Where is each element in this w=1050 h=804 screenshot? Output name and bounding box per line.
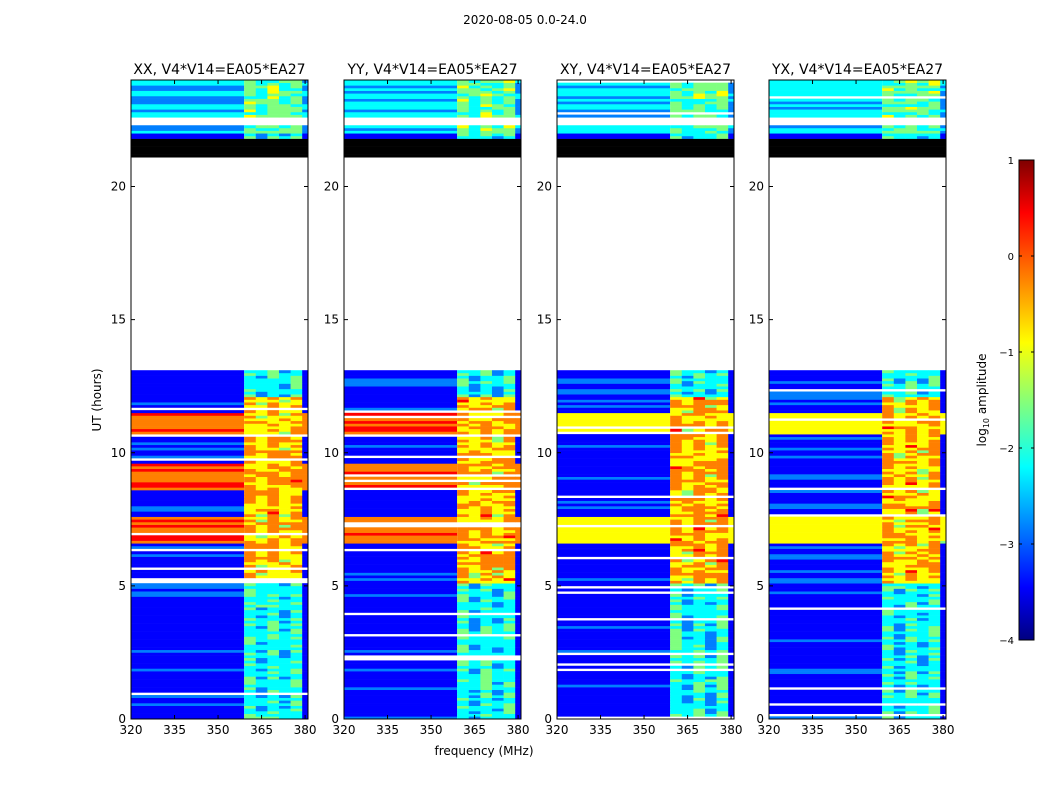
y-tick-label: 20 <box>537 180 552 194</box>
colorbar-tick-label: −3 <box>999 540 1014 551</box>
axes-frame <box>343 79 522 720</box>
y-tick-label: 10 <box>537 446 552 460</box>
panel-title: XY, V4*V14=EA05*EA27 <box>560 62 731 78</box>
y-tick-label: 20 <box>111 180 126 194</box>
x-tick-label: 365 <box>676 723 699 737</box>
panel-title: XX, V4*V14=EA05*EA27 <box>133 62 305 78</box>
y-tick-label: 20 <box>324 180 339 194</box>
y-tick-label: 0 <box>756 712 764 726</box>
panel-2: YY, V4*V14=EA05*EA27 320 335 350 365 380 0 5 10 1… <box>324 62 530 737</box>
y-axis-label: UT (hours) <box>90 368 104 431</box>
x-tick-label: 335 <box>376 723 399 737</box>
x-tick-label: 335 <box>589 723 612 737</box>
y-tick-label: 5 <box>331 579 339 593</box>
x-tick-label: 365 <box>250 723 273 737</box>
heatmap-image <box>557 80 734 719</box>
colorbar-tick-label: 0 <box>1008 252 1014 263</box>
panel-title: YX, V4*V14=EA05*EA27 <box>771 62 943 78</box>
x-axis-label: frequency (MHz) <box>434 744 533 758</box>
y-tick-label: 15 <box>749 313 764 327</box>
y-tick-label: 10 <box>111 446 126 460</box>
y-tick-label: 5 <box>756 579 764 593</box>
x-tick-label: 365 <box>888 723 911 737</box>
y-tick-label: 0 <box>331 712 339 726</box>
x-tick-label: 335 <box>163 723 186 737</box>
y-tick-label: 15 <box>111 313 126 327</box>
colorbar-tick-label: −2 <box>999 444 1014 455</box>
heatmap-image <box>344 80 521 719</box>
y-tick-label: 10 <box>324 446 339 460</box>
x-tick-label: 365 <box>463 723 486 737</box>
colorbar-label: log10 amplitude <box>975 354 991 447</box>
panel-1: XX, V4*V14=EA05*EA27 320 335 350 365 380 0 5 10 1… <box>90 62 534 758</box>
x-tick-label: 350 <box>207 723 230 737</box>
panel-4: YX, V4*V14=EA05*EA27 320 335 350 365 380 0 5 10 1… <box>749 62 955 737</box>
x-tick-label: 380 <box>720 723 743 737</box>
x-tick-label: 350 <box>845 723 868 737</box>
colorbar-gradient <box>1018 159 1035 641</box>
y-tick-label: 5 <box>118 579 126 593</box>
colorbar: 1 0 −1 −2 −3 −4 log10 amplitude <box>975 156 1035 647</box>
x-tick-label: 380 <box>507 723 530 737</box>
y-tick-label: 10 <box>749 446 764 460</box>
figure-title: 2020-08-05 0.0-24.0 <box>463 13 587 27</box>
heatmap-image <box>131 80 308 719</box>
y-tick-label: 15 <box>324 313 339 327</box>
x-tick-label: 335 <box>801 723 824 737</box>
y-tick-label: 0 <box>544 712 552 726</box>
x-tick-label: 380 <box>294 723 317 737</box>
heatmap-image <box>769 80 946 719</box>
axes-frame <box>556 79 735 720</box>
y-tick-label: 5 <box>544 579 552 593</box>
y-tick-label: 0 <box>118 712 126 726</box>
colorbar-tick-label: 1 <box>1008 156 1014 167</box>
x-tick-label: 380 <box>932 723 955 737</box>
y-tick-label: 15 <box>537 313 552 327</box>
x-tick-label: 350 <box>633 723 656 737</box>
x-tick-label: 320 <box>120 723 143 737</box>
colorbar-tick-label: −1 <box>999 348 1014 359</box>
panel-title: YY, V4*V14=EA05*EA27 <box>346 62 517 78</box>
axes-frame <box>130 79 309 720</box>
x-tick-label: 350 <box>420 723 443 737</box>
x-tick-label: 320 <box>758 723 781 737</box>
colorbar-tick-label: −4 <box>999 636 1014 647</box>
x-tick-label: 320 <box>546 723 569 737</box>
x-tick-label: 320 <box>333 723 356 737</box>
panel-3: XY, V4*V14=EA05*EA27 320 335 350 365 380 0 5 10 1… <box>537 62 743 737</box>
y-tick-label: 20 <box>749 180 764 194</box>
axes-frame <box>768 79 947 720</box>
